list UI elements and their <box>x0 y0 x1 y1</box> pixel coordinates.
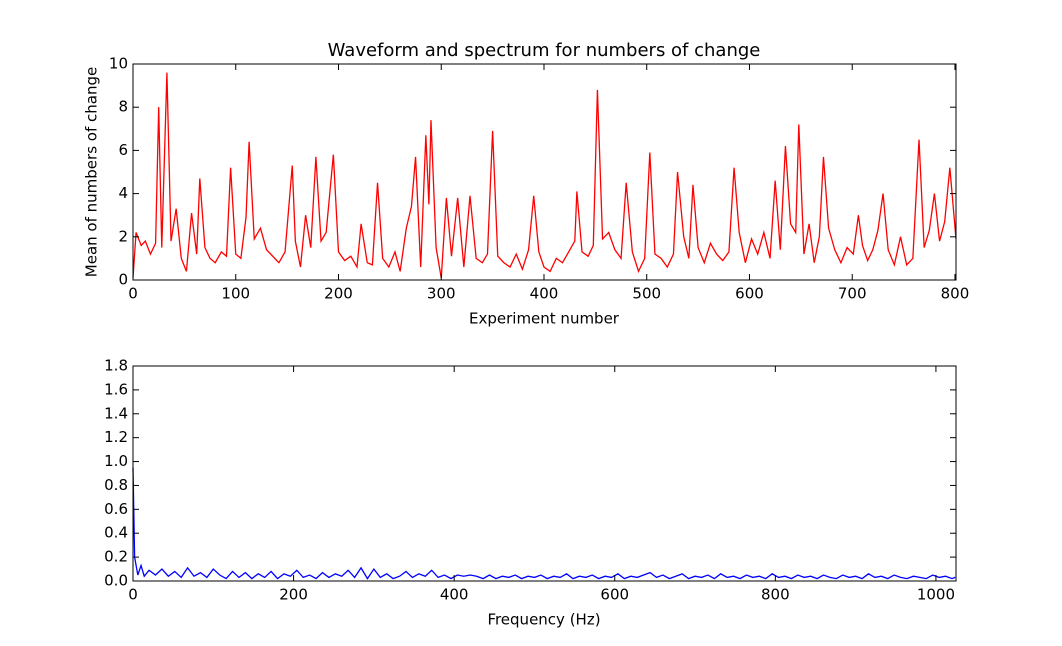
x-tick-label: 1000 <box>917 586 955 604</box>
x-axis-label: Experiment number <box>469 310 620 328</box>
chart-title: Waveform and spectrum for numbers of cha… <box>328 40 761 61</box>
y-tick-label: 2 <box>118 227 128 245</box>
x-tick-label: 300 <box>427 285 456 303</box>
y-tick-label: 1.6 <box>104 380 128 398</box>
y-tick-label: 1.2 <box>104 428 128 446</box>
y-axis-label: Mean of numbers of change <box>83 67 101 277</box>
y-tick-label: 0.0 <box>104 572 128 590</box>
y-tick-label: 0.6 <box>104 500 128 518</box>
y-tick-label: 4 <box>118 184 128 202</box>
x-tick-label: 200 <box>279 586 308 604</box>
y-tick-label: 8 <box>118 98 128 116</box>
x-tick-label: 800 <box>941 285 970 303</box>
y-tick-label: 6 <box>118 141 128 159</box>
x-tick-label: 0 <box>128 285 138 303</box>
plot-frame <box>132 63 957 281</box>
data-line <box>132 467 956 580</box>
plot-frame <box>132 365 957 582</box>
x-axis-label: Frequency (Hz) <box>487 611 600 629</box>
y-tick-label: 1.4 <box>104 404 128 422</box>
x-tick-label: 400 <box>440 586 469 604</box>
y-tick-label: 0.4 <box>104 524 128 542</box>
x-tick-label: 0 <box>128 586 138 604</box>
y-tick-label: 1.0 <box>104 452 128 470</box>
x-tick-label: 600 <box>735 285 764 303</box>
x-tick-label: 500 <box>632 285 661 303</box>
x-tick-label: 400 <box>530 285 559 303</box>
x-tick-label: 200 <box>324 285 353 303</box>
y-tick-label: 0.2 <box>104 548 128 566</box>
y-tick-label: 0.8 <box>104 476 128 494</box>
x-tick-label: 800 <box>761 586 790 604</box>
x-tick-label: 100 <box>221 285 250 303</box>
data-line <box>132 72 957 278</box>
x-tick-label: 600 <box>600 586 629 604</box>
y-tick-label: 1.8 <box>104 357 128 375</box>
y-tick-label: 10 <box>109 55 128 73</box>
x-tick-label: 700 <box>838 285 867 303</box>
y-tick-label: 0 <box>118 271 128 289</box>
